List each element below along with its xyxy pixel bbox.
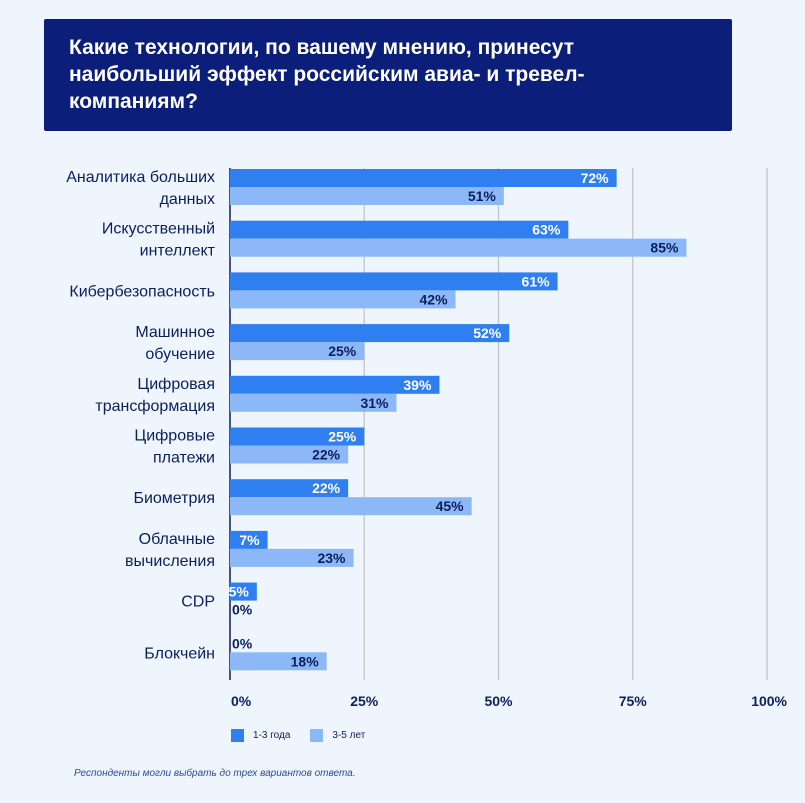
- category-label: CDP: [181, 594, 215, 611]
- bar-value-label: 22%: [312, 480, 341, 496]
- legend-item-series1: 1-3 года: [231, 729, 290, 742]
- bar-value-label: 22%: [312, 447, 341, 463]
- x-tick-label: 100%: [751, 693, 787, 709]
- bar-value-label: 85%: [650, 240, 679, 256]
- bar: [230, 324, 510, 343]
- bar-value-label: 42%: [420, 291, 449, 307]
- category-label: данных: [160, 191, 215, 208]
- bar: [230, 272, 558, 291]
- chart-title: Какие технологии, по вашему мнению, прин…: [69, 36, 585, 113]
- bar-value-label: 0%: [232, 602, 253, 618]
- legend-item-series2: 3-5 лет: [310, 729, 365, 742]
- bar: [230, 548, 354, 567]
- category-label: Биометрия: [133, 490, 215, 507]
- bar: [230, 582, 257, 601]
- bar-value-label: 51%: [468, 188, 497, 204]
- x-tick-label: 75%: [619, 693, 648, 709]
- category-label: интеллект: [140, 243, 216, 260]
- bar-value-label: 7%: [239, 532, 260, 548]
- bar-value-label: 63%: [532, 222, 561, 238]
- bar-value-label: 18%: [291, 653, 320, 669]
- bar-value-label: 31%: [360, 395, 389, 411]
- bar: [230, 375, 440, 394]
- title-banner: Какие технологии, по вашему мнению, прин…: [44, 19, 732, 131]
- bar: [230, 342, 365, 361]
- bar: [230, 290, 456, 309]
- bar-value-label: 72%: [581, 170, 610, 186]
- category-label: трансформация: [95, 398, 215, 415]
- category-label: Машинное: [135, 324, 215, 341]
- legend-swatch-series1: [231, 729, 244, 742]
- bar-value-label: 45%: [436, 498, 465, 514]
- bar-value-label: 23%: [317, 550, 346, 566]
- category-label: платежи: [153, 450, 215, 467]
- category-label: Облачные: [139, 531, 215, 548]
- category-label: Блокчейн: [144, 645, 215, 662]
- bar: [230, 479, 349, 498]
- bar: [230, 393, 397, 412]
- category-label: Цифровые: [134, 428, 215, 445]
- x-tick-label: 25%: [350, 693, 379, 709]
- bar: [230, 238, 687, 257]
- bar: [230, 497, 472, 516]
- bar-value-label: 39%: [403, 377, 432, 393]
- category-label: Цифровая: [137, 376, 215, 393]
- bar: [230, 652, 327, 671]
- category-label: вычисления: [125, 553, 215, 570]
- bar: [230, 187, 504, 205]
- legend-swatch-series2: [310, 729, 324, 742]
- category-label: обучение: [145, 346, 215, 363]
- bar-value-label: 52%: [473, 325, 502, 341]
- legend-label-series2: 3-5 лет: [332, 730, 366, 741]
- bar: [230, 445, 349, 464]
- bar: [230, 169, 617, 187]
- category-label: Искусственный: [102, 221, 215, 238]
- category-label: Кибербезопасность: [69, 283, 215, 300]
- bar: [230, 427, 365, 446]
- bar-chart: 0% 25% 50% 75% 100% 72% 51% Аналитика больших да…: [66, 168, 788, 709]
- bar-value-label: 5%: [229, 584, 250, 600]
- bar-value-label: 25%: [328, 343, 357, 359]
- legend: 1-3 года 3-5 лет: [231, 729, 377, 742]
- legend-label-series1: 1-3 года: [253, 730, 291, 741]
- x-tick-label: 0%: [231, 693, 252, 709]
- bar-value-label: 61%: [522, 273, 551, 289]
- x-tick-label: 50%: [484, 693, 513, 709]
- bar-value-label: 25%: [328, 429, 357, 445]
- bar: [230, 220, 569, 239]
- bar-value-label: 0%: [232, 635, 253, 651]
- bar: [230, 530, 268, 549]
- footnote: Респонденты могли выбрать до трех вариан…: [74, 768, 356, 779]
- category-label: Аналитика больших: [66, 169, 215, 186]
